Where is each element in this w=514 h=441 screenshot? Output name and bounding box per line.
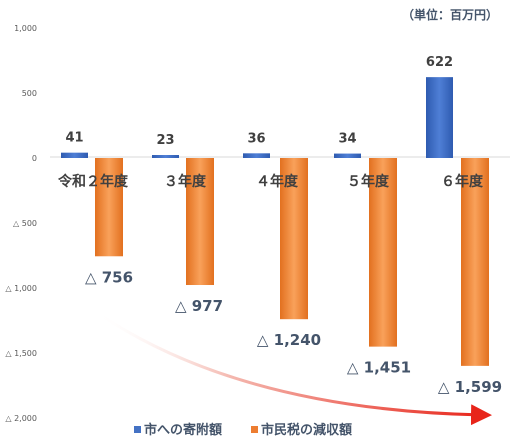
data-label-tax-loss: △ 756 [85,268,133,286]
category-label: ４年度 [256,173,299,190]
data-label-donation: 34 [338,132,356,147]
data-label-tax-loss: △ 977 [175,297,223,315]
data-label-tax-loss: △ 1,599 [438,378,502,396]
legend: 市への寄附額 市民税の減収額 [134,422,352,438]
data-label-donation: 41 [65,131,83,146]
y-tick-label: △ 2,000 [5,414,37,423]
category-label: 令和２年度 [57,173,129,190]
data-label-donation: 23 [156,133,174,148]
y-tick-label: △ 1,500 [5,349,37,358]
trend-arrow [95,310,492,426]
bar-donation [61,152,88,158]
bar-donation [243,153,270,158]
unit-label: （単位：百万円） [402,7,498,22]
bar-tax-loss [369,158,397,347]
legend-label-tax-loss: 市民税の減収額 [261,422,352,438]
category-label: ３年度 [164,173,207,190]
category-label: ６年度 [441,173,484,190]
bar-tax-loss [280,158,308,320]
y-tick-label: △ 500 [13,219,37,228]
legend-label-donation: 市への寄附額 [144,422,222,438]
y-tick-label: 0 [32,154,37,163]
category-label: ５年度 [347,173,390,190]
data-label-donation: 622 [426,55,453,70]
y-tick-label: 500 [22,89,37,98]
data-label-donation: 36 [247,131,265,146]
data-labels: 41 23 36 34 622 △ 756 △ 977 △ 1,240 △ 1,451 △ 1,5… [65,55,502,396]
y-tick-label: △ 1,000 [5,284,37,293]
bar-donation [426,77,453,158]
legend-swatch-tax-loss [251,426,258,433]
bar-donation [152,155,179,158]
category-labels: 令和２年度 ３年度 ４年度 ５年度 ６年度 [57,173,484,190]
y-axis: 1,000 500 0 △ 500 △ 1,000 △ 1,500 △ 2,000 [5,24,37,423]
bar-tax-loss [186,158,214,286]
bar-donation [334,153,361,158]
bar-tax-loss [95,158,123,257]
data-label-tax-loss: △ 1,451 [347,359,411,377]
bars [61,77,489,366]
data-label-tax-loss: △ 1,240 [257,331,321,349]
bar-tax-loss [461,158,489,366]
legend-swatch-donation [134,426,141,433]
y-tick-label: 1,000 [14,24,37,33]
